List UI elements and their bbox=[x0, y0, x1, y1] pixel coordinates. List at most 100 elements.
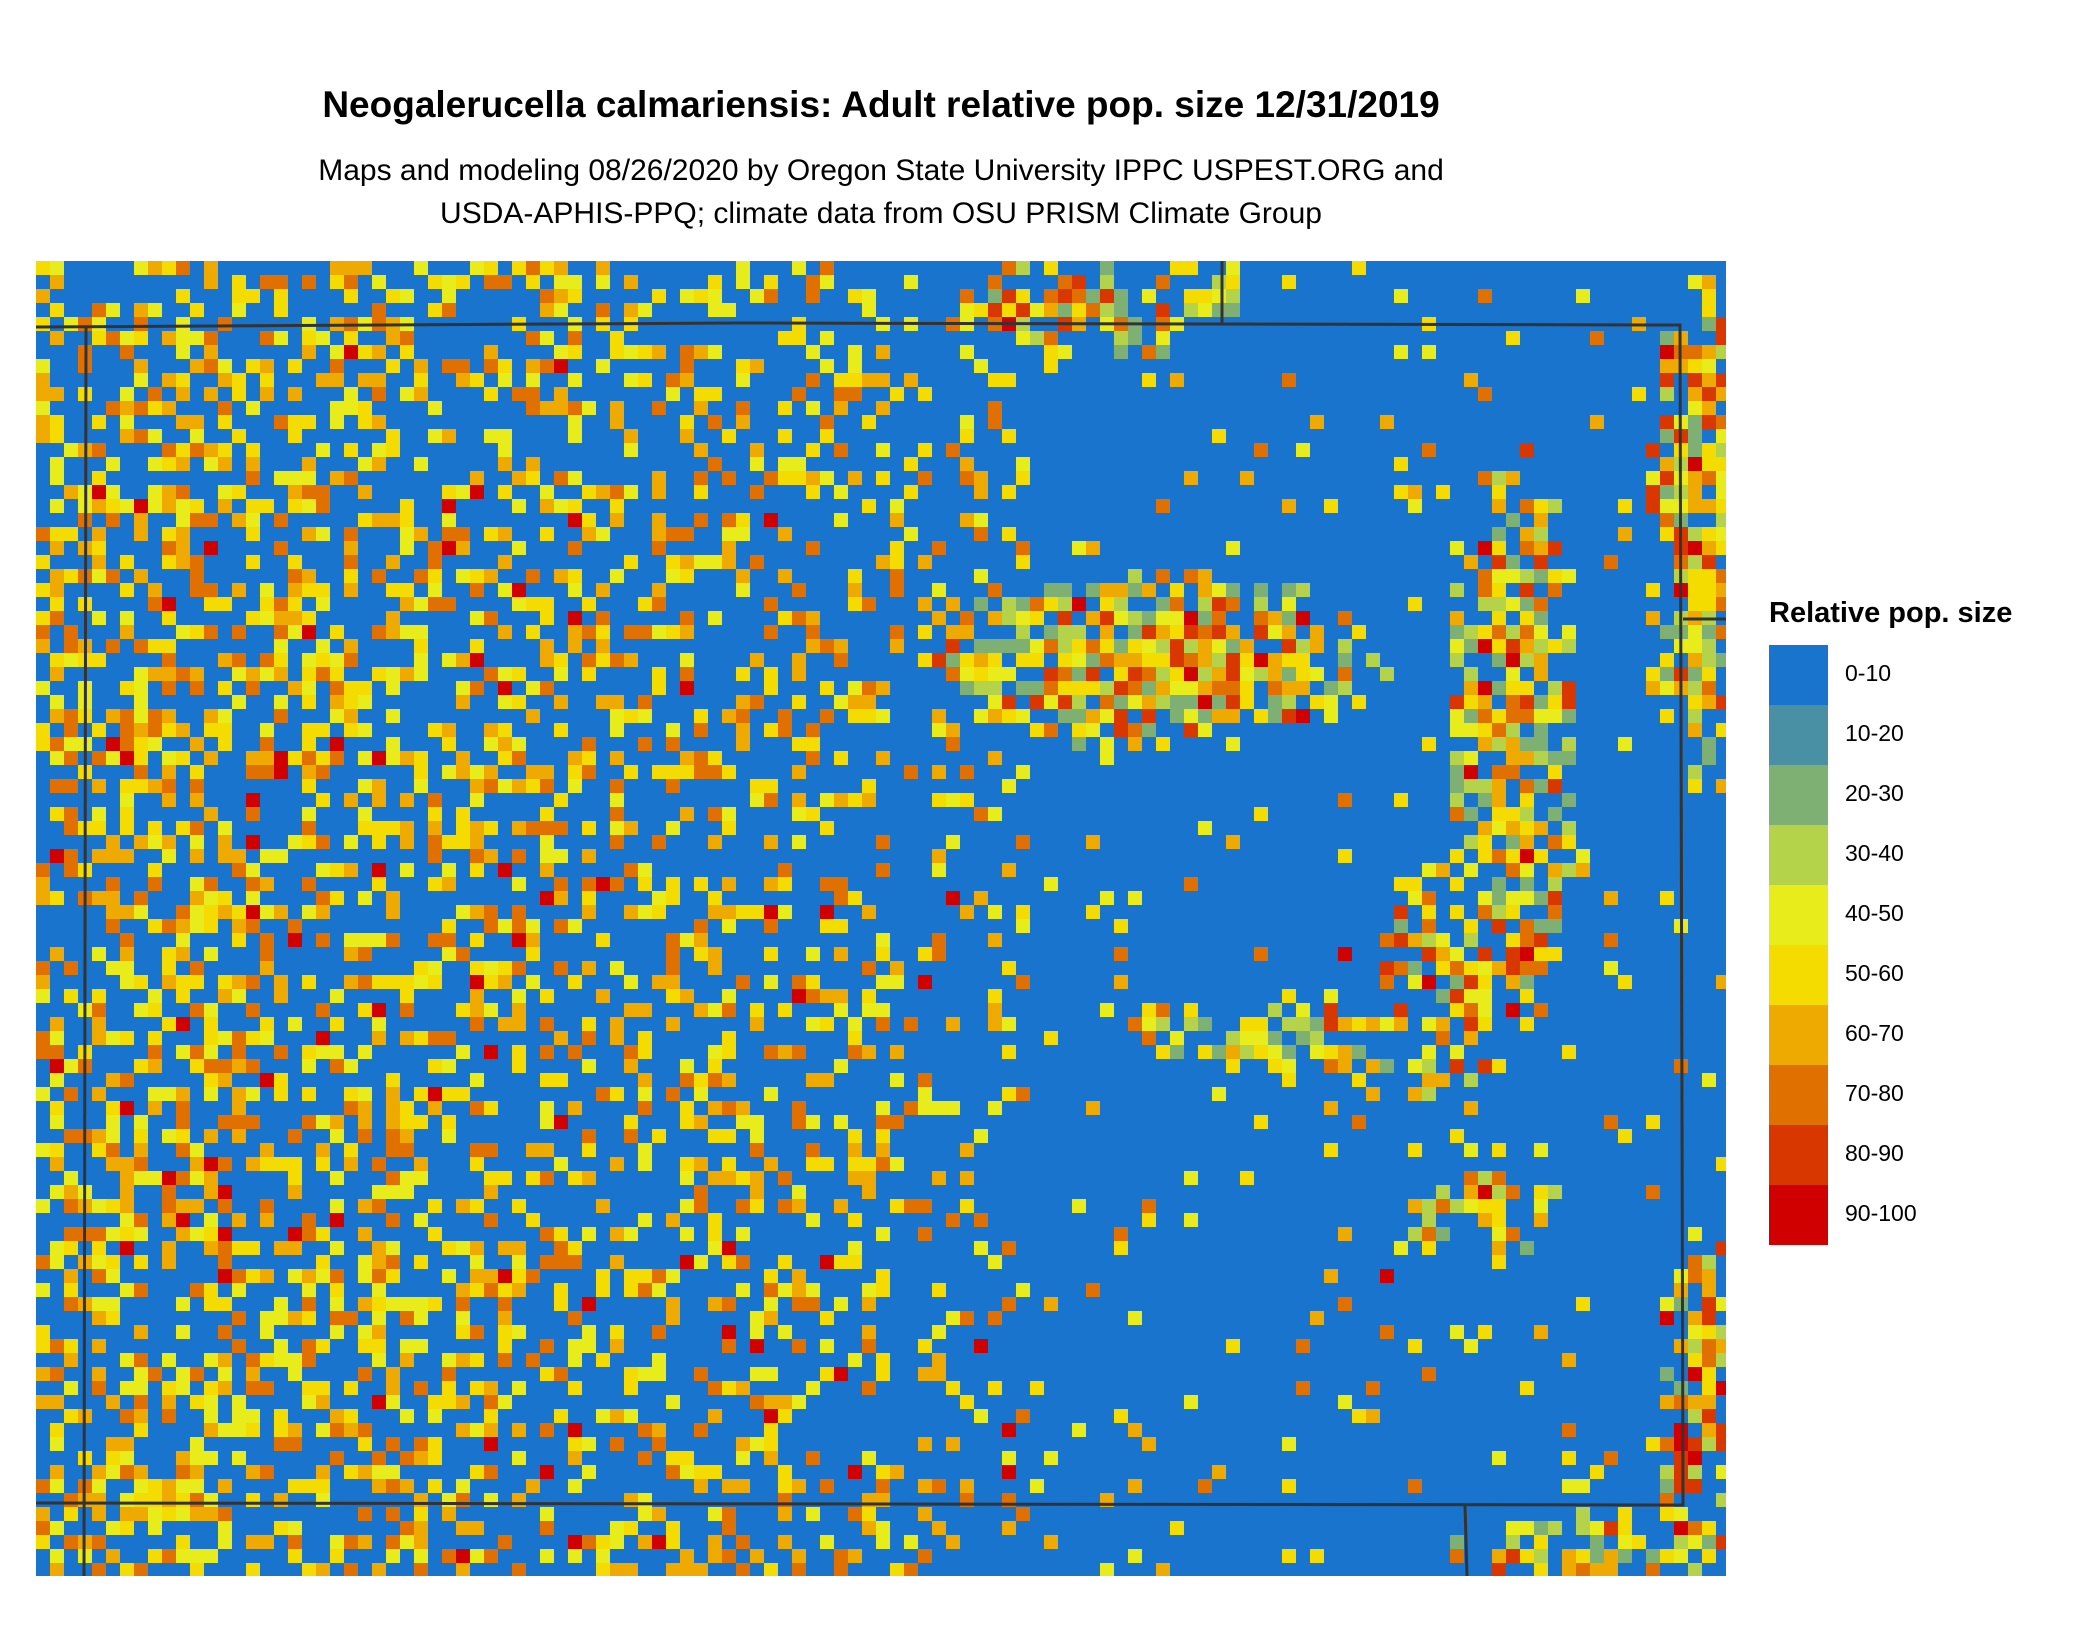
map-cell bbox=[540, 849, 554, 863]
map-cell bbox=[694, 555, 708, 569]
map-cell bbox=[1562, 835, 1576, 849]
map-cell bbox=[946, 793, 960, 807]
map-cell bbox=[302, 331, 316, 345]
map-cell bbox=[1324, 1045, 1338, 1059]
map-cell bbox=[862, 1045, 876, 1059]
map-cell bbox=[1478, 681, 1492, 695]
map-cell bbox=[64, 1283, 78, 1297]
map-cell bbox=[190, 1283, 204, 1297]
map-cell bbox=[890, 1115, 904, 1129]
map-cell bbox=[1492, 681, 1506, 695]
map-cell bbox=[960, 611, 974, 625]
map-cell bbox=[50, 1367, 64, 1381]
map-cell bbox=[1072, 597, 1086, 611]
map-cell bbox=[50, 709, 64, 723]
map-cell bbox=[736, 415, 750, 429]
map-cell bbox=[834, 401, 848, 415]
map-cell bbox=[596, 1087, 610, 1101]
map-cell bbox=[988, 905, 1002, 919]
map-cell bbox=[428, 1395, 442, 1409]
map-cell bbox=[330, 1115, 344, 1129]
map-cell bbox=[568, 289, 582, 303]
map-cell bbox=[708, 891, 722, 905]
map-cell bbox=[1506, 667, 1520, 681]
map-cell bbox=[1702, 1255, 1716, 1269]
map-cell bbox=[1562, 1563, 1576, 1576]
map-cell bbox=[134, 1129, 148, 1143]
map-cell bbox=[204, 345, 218, 359]
map-cell bbox=[50, 779, 64, 793]
map-cell bbox=[498, 1171, 512, 1185]
map-cell bbox=[204, 1129, 218, 1143]
map-cell bbox=[1716, 471, 1726, 485]
map-cell bbox=[64, 1171, 78, 1185]
map-cell bbox=[1492, 807, 1506, 821]
map-cell bbox=[876, 1157, 890, 1171]
map-cell bbox=[974, 359, 988, 373]
map-cell bbox=[540, 639, 554, 653]
map-cell bbox=[414, 1255, 428, 1269]
map-cell bbox=[1044, 261, 1058, 275]
map-cell bbox=[582, 1325, 596, 1339]
map-cell bbox=[1016, 975, 1030, 989]
map-cell bbox=[708, 1059, 722, 1073]
map-cell bbox=[792, 471, 806, 485]
map-cell bbox=[526, 457, 540, 471]
map-cell bbox=[36, 1507, 50, 1521]
map-cell bbox=[162, 1017, 176, 1031]
map-cell bbox=[988, 695, 1002, 709]
map-cell bbox=[568, 345, 582, 359]
map-cell bbox=[624, 625, 638, 639]
map-cell bbox=[1016, 289, 1030, 303]
map-cell bbox=[358, 807, 372, 821]
map-cell bbox=[400, 289, 414, 303]
map-cell bbox=[176, 289, 190, 303]
map-cell bbox=[1520, 625, 1534, 639]
map-cell bbox=[1492, 583, 1506, 597]
map-cell bbox=[778, 1045, 792, 1059]
map-cell bbox=[442, 1507, 456, 1521]
map-cell bbox=[484, 849, 498, 863]
map-cell bbox=[792, 793, 806, 807]
map-cell bbox=[162, 1395, 176, 1409]
map-cell bbox=[176, 457, 190, 471]
map-cell bbox=[512, 779, 526, 793]
map-cell bbox=[92, 471, 106, 485]
map-cell bbox=[988, 989, 1002, 1003]
map-cell bbox=[1520, 793, 1534, 807]
map-cell bbox=[1114, 331, 1128, 345]
map-cell bbox=[358, 1325, 372, 1339]
map-cell bbox=[806, 373, 820, 387]
map-cell bbox=[92, 1087, 106, 1101]
map-cell bbox=[176, 1045, 190, 1059]
map-cell bbox=[498, 373, 512, 387]
map-cell bbox=[1184, 723, 1198, 737]
map-cell bbox=[442, 1269, 456, 1283]
map-cell bbox=[946, 1101, 960, 1115]
map-cell bbox=[638, 345, 652, 359]
map-cell bbox=[512, 751, 526, 765]
map-cell bbox=[1254, 1031, 1268, 1045]
map-cell bbox=[190, 877, 204, 891]
map-cell bbox=[946, 1017, 960, 1031]
map-cell bbox=[288, 1423, 302, 1437]
map-cell bbox=[1422, 1059, 1436, 1073]
map-cell bbox=[1660, 709, 1674, 723]
map-cell bbox=[176, 723, 190, 737]
map-cell bbox=[1408, 1339, 1422, 1353]
map-cell bbox=[358, 1227, 372, 1241]
map-cell bbox=[176, 1171, 190, 1185]
map-cell bbox=[1478, 1059, 1492, 1073]
map-cell bbox=[414, 457, 428, 471]
map-cell bbox=[1394, 457, 1408, 471]
map-cell bbox=[358, 457, 372, 471]
map-cell bbox=[246, 1157, 260, 1171]
map-cell bbox=[232, 849, 246, 863]
map-cell bbox=[498, 975, 512, 989]
map-cell bbox=[1506, 891, 1520, 905]
map-cell bbox=[1352, 695, 1366, 709]
map-cell bbox=[708, 1381, 722, 1395]
map-cell bbox=[778, 1479, 792, 1493]
map-cell bbox=[1002, 695, 1016, 709]
map-cell bbox=[694, 1479, 708, 1493]
